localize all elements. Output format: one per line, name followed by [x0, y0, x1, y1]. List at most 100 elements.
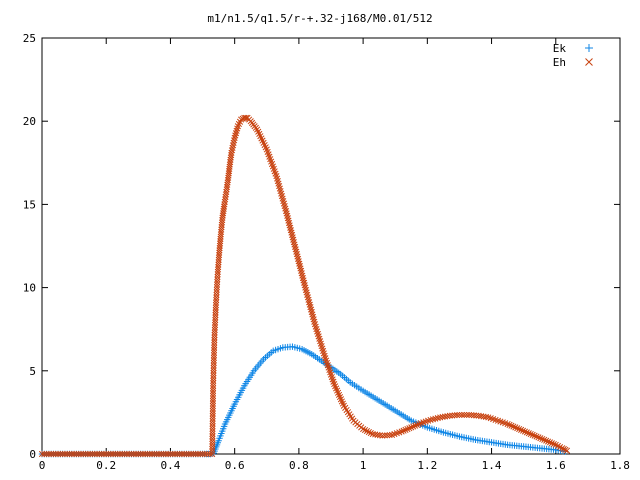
data-point-eh	[176, 450, 183, 458]
data-point-eh	[89, 450, 96, 458]
data-point-eh	[87, 450, 94, 458]
data-point-eh	[210, 362, 217, 369]
data-point-eh	[155, 450, 163, 458]
data-point-eh	[214, 273, 221, 280]
data-point-eh	[210, 380, 217, 387]
data-point-eh	[521, 428, 529, 435]
data-point-eh	[215, 256, 222, 263]
data-point-eh	[165, 450, 172, 458]
data-point-eh	[543, 437, 550, 444]
data-point-eh	[242, 114, 249, 121]
data-point-eh	[384, 432, 391, 439]
data-point-eh	[96, 450, 103, 458]
series-ek	[38, 343, 569, 458]
data-point-eh	[210, 364, 217, 372]
data-point-eh	[135, 450, 142, 458]
data-point-eh	[38, 450, 46, 458]
data-point-eh	[212, 319, 219, 326]
data-point-eh	[221, 201, 228, 208]
data-point-eh	[238, 116, 245, 123]
data-point-eh	[404, 425, 411, 433]
data-point-eh	[209, 410, 216, 417]
data-point-eh	[478, 413, 485, 420]
y-tick-label: 25	[23, 32, 36, 45]
data-point-eh	[210, 370, 217, 377]
x-tick-label: 0	[39, 459, 46, 472]
chart-title: m1/n1.5/q1.5/r-+.32-j168/M0.01/512	[207, 12, 432, 25]
data-point-eh	[537, 435, 544, 442]
data-point-eh	[209, 420, 216, 427]
legend-marker-eh	[585, 58, 593, 66]
data-point-eh	[209, 450, 216, 458]
data-point-eh	[112, 450, 119, 458]
data-point-eh	[209, 430, 216, 437]
data-point-eh	[449, 412, 456, 419]
data-point-eh	[54, 450, 62, 458]
data-point-eh	[516, 425, 523, 433]
data-point-eh	[210, 352, 218, 359]
data-point-eh	[210, 385, 217, 392]
data-point-eh	[199, 450, 206, 458]
y-tick-label: 20	[23, 115, 36, 128]
data-point-eh	[110, 450, 117, 458]
data-point-eh	[71, 450, 78, 458]
data-point-eh	[214, 268, 221, 275]
data-point-eh	[211, 344, 218, 351]
x-tick-label: 0.6	[225, 459, 245, 472]
data-point-eh	[213, 281, 221, 288]
axis-ticks: 0 0.2 0.4 0.6 0.8 1 1.2 1.4 1.6 1.8 0 5 10 15 20 25	[23, 32, 630, 472]
data-point-eh	[560, 445, 567, 453]
data-point-eh	[167, 450, 174, 458]
data-point-eh	[121, 450, 128, 458]
data-point-eh	[512, 424, 519, 431]
data-point-eh	[210, 367, 217, 374]
data-point-eh	[153, 450, 160, 458]
data-point-eh	[75, 450, 82, 458]
data-point-eh	[59, 450, 66, 458]
data-point-eh	[114, 450, 121, 458]
data-point-eh	[531, 432, 538, 439]
data-point-eh	[146, 450, 153, 458]
data-point-eh	[456, 411, 463, 418]
data-point-eh	[563, 447, 571, 454]
data-point-eh	[209, 443, 216, 450]
data-point-eh	[548, 440, 555, 447]
data-point-eh	[194, 450, 202, 458]
data-point-eh	[482, 413, 490, 421]
data-point-eh	[518, 426, 525, 433]
data-point-eh	[174, 450, 181, 458]
data-point-eh	[446, 412, 453, 419]
data-point-eh	[372, 431, 379, 438]
data-point-eh	[412, 422, 419, 429]
data-point-eh	[451, 412, 458, 419]
data-point-eh	[214, 278, 221, 286]
data-point-eh	[178, 450, 185, 458]
data-point-eh	[210, 382, 217, 389]
data-point-eh	[475, 412, 482, 419]
data-point-eh	[379, 432, 386, 439]
data-point-eh	[201, 450, 209, 458]
data-point-eh	[223, 188, 230, 195]
data-point-eh	[213, 294, 220, 301]
data-point-eh	[137, 450, 144, 458]
data-point-eh	[386, 431, 393, 439]
data-point-eh	[468, 412, 475, 419]
data-point-eh	[444, 413, 451, 420]
data-point-eh	[210, 387, 217, 394]
data-point-eh	[211, 336, 218, 344]
data-point-eh	[480, 413, 487, 420]
data-point-eh	[93, 450, 101, 458]
plot-frame	[41, 37, 621, 455]
data-point-eh	[144, 450, 151, 458]
data-point-eh	[212, 304, 219, 311]
data-point-eh	[209, 413, 216, 420]
data-point-eh	[215, 259, 222, 266]
y-tick-label: 15	[23, 198, 36, 211]
x-tick-label: 0.8	[289, 459, 309, 472]
data-point-eh	[61, 450, 69, 458]
data-point-eh	[441, 413, 449, 420]
data-point-eh	[525, 430, 532, 437]
data-point-eh	[210, 359, 217, 366]
data-point-eh	[222, 191, 229, 198]
data-point-eh	[463, 411, 470, 418]
